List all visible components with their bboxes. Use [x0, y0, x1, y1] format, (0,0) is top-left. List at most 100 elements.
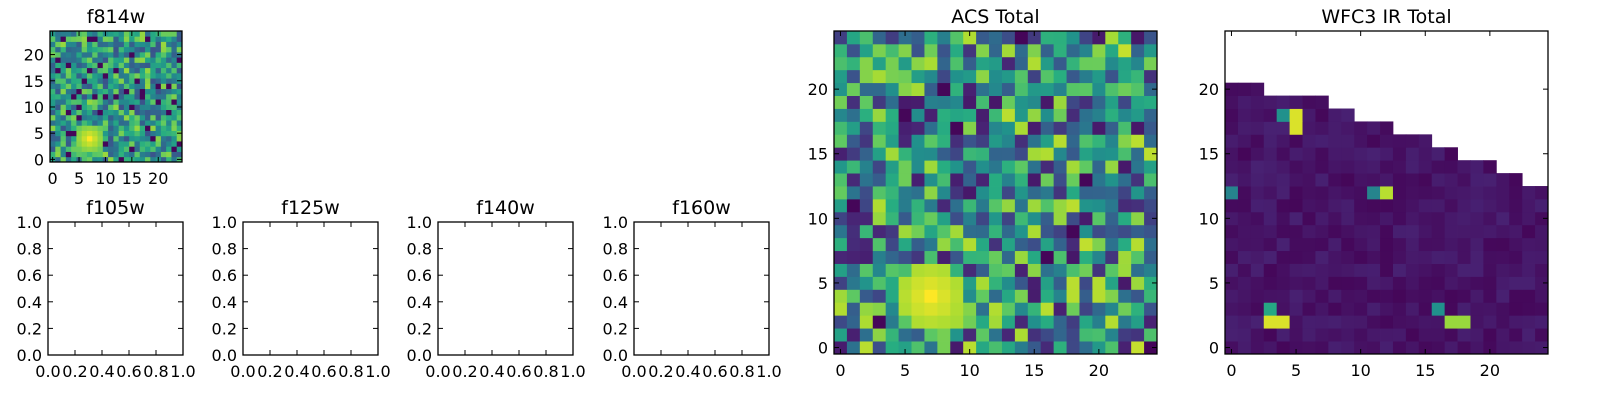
heatmap-cell: [1470, 341, 1484, 355]
heatmap-cell: [1276, 250, 1290, 264]
heatmap-cell: [50, 83, 56, 90]
heatmap-cell: [963, 328, 977, 342]
heatmap-cell: [145, 109, 151, 116]
x-tick-label: 0.4: [479, 362, 504, 381]
heatmap-cell: [76, 109, 83, 116]
heatmap-cell: [846, 237, 861, 252]
heatmap-cell: [1131, 160, 1145, 174]
heatmap-cell: [1367, 276, 1381, 290]
heatmap-cell: [1431, 147, 1446, 161]
heatmap-cell: [1392, 134, 1407, 148]
heatmap-cell: [1509, 211, 1523, 226]
heatmap-cell: [1250, 250, 1265, 264]
heatmap-cell: [55, 36, 61, 42]
heatmap-cell: [86, 114, 93, 121]
heatmap-cell: [1328, 276, 1342, 290]
heatmap-cell: [97, 36, 104, 42]
heatmap-cell: [1105, 56, 1119, 71]
heatmap-cell: [1302, 263, 1316, 277]
heatmap-cell: [1289, 302, 1303, 316]
heatmap-cell: [911, 147, 925, 161]
heatmap-cell: [1014, 147, 1029, 161]
heatmap-cell: [1367, 289, 1381, 303]
heatmap-cell: [1014, 224, 1029, 239]
heatmap-cell: [834, 186, 848, 200]
heatmap-cell: [155, 104, 162, 110]
heatmap-cell: [123, 78, 130, 84]
heatmap-cell: [1315, 121, 1329, 135]
heatmap-cell: [924, 43, 938, 58]
y-tick-label: 1.0: [407, 213, 432, 232]
heatmap-cell: [1535, 289, 1549, 303]
heatmap-cell: [1392, 289, 1407, 303]
heatmap-cell: [1276, 108, 1290, 122]
heatmap-cell: [924, 95, 938, 109]
heatmap-cell: [113, 36, 120, 42]
heatmap-cell: [834, 224, 848, 239]
heatmap-cell: [1341, 147, 1355, 161]
heatmap-cell: [118, 57, 125, 63]
heatmap-cell: [1341, 263, 1355, 277]
heatmap-cell: [1040, 211, 1055, 226]
heatmap-cell: [1225, 134, 1239, 148]
heatmap-cell: [55, 72, 61, 79]
heatmap-cell: [1418, 237, 1433, 252]
heatmap-cell: [1237, 186, 1252, 200]
heatmap-cell: [885, 289, 899, 303]
heatmap-cell: [1092, 341, 1106, 355]
heatmap-cell: [950, 56, 964, 71]
heatmap-cell: [1276, 263, 1290, 277]
heatmap-cell: [1237, 134, 1252, 148]
heatmap-cell: [989, 173, 1003, 187]
heatmap-cell: [171, 135, 178, 142]
heatmap-cell: [113, 78, 120, 84]
heatmap-cell: [1405, 276, 1420, 290]
heatmap-cell: [155, 141, 162, 147]
heatmap-cell: [171, 72, 178, 79]
heatmap-cell: [139, 114, 146, 121]
heatmap-cell: [81, 31, 88, 37]
heatmap-cell: [1509, 173, 1523, 187]
heatmap-cell: [150, 156, 156, 163]
heatmap-cell: [1328, 341, 1342, 355]
heatmap-cell: [1263, 289, 1278, 303]
heatmap-cell: [65, 67, 72, 74]
heatmap-cell: [71, 57, 77, 63]
panel-title: f105w: [86, 197, 145, 219]
heatmap-cell: [911, 173, 925, 187]
heatmap-cell: [1027, 250, 1042, 264]
heatmap-cell: [129, 51, 135, 58]
heatmap-cell: [1079, 250, 1093, 264]
heatmap-cell: [1380, 147, 1394, 161]
y-tick-label: 0.6: [17, 266, 42, 285]
heatmap-cell: [1341, 328, 1355, 342]
heatmap-cell: [1418, 315, 1433, 329]
heatmap-cell: [71, 104, 77, 110]
heatmap-cell: [1014, 328, 1029, 342]
heatmap-cell: [113, 83, 120, 90]
heatmap-cell: [150, 88, 156, 95]
heatmap-cell: [102, 93, 109, 100]
heatmap-cell: [1431, 341, 1446, 355]
heatmap-cell: [911, 289, 925, 303]
heatmap-cell: [1131, 82, 1145, 96]
heatmap-cell: [134, 141, 141, 147]
heatmap-cell: [1250, 276, 1265, 290]
heatmap-cell: [145, 31, 151, 37]
heatmap-cell: [1105, 147, 1119, 161]
heatmap-cell: [1263, 108, 1278, 122]
heatmap-cell: [134, 41, 141, 48]
heatmap-cell: [118, 125, 125, 131]
heatmap-cell: [1380, 315, 1394, 329]
heatmap-cell: [1328, 302, 1342, 316]
heatmap-cell: [1392, 315, 1407, 329]
heatmap-cell: [108, 83, 114, 90]
heatmap-cell: [1105, 250, 1119, 264]
heatmap-cell: [50, 93, 56, 100]
x-tick-label: 20: [1089, 361, 1109, 380]
heatmap-cell: [859, 328, 874, 342]
heatmap-cell: [846, 250, 861, 264]
heatmap-cell: [1483, 289, 1497, 303]
heatmap-cell: [76, 36, 83, 42]
heatmap-cell: [937, 134, 951, 148]
